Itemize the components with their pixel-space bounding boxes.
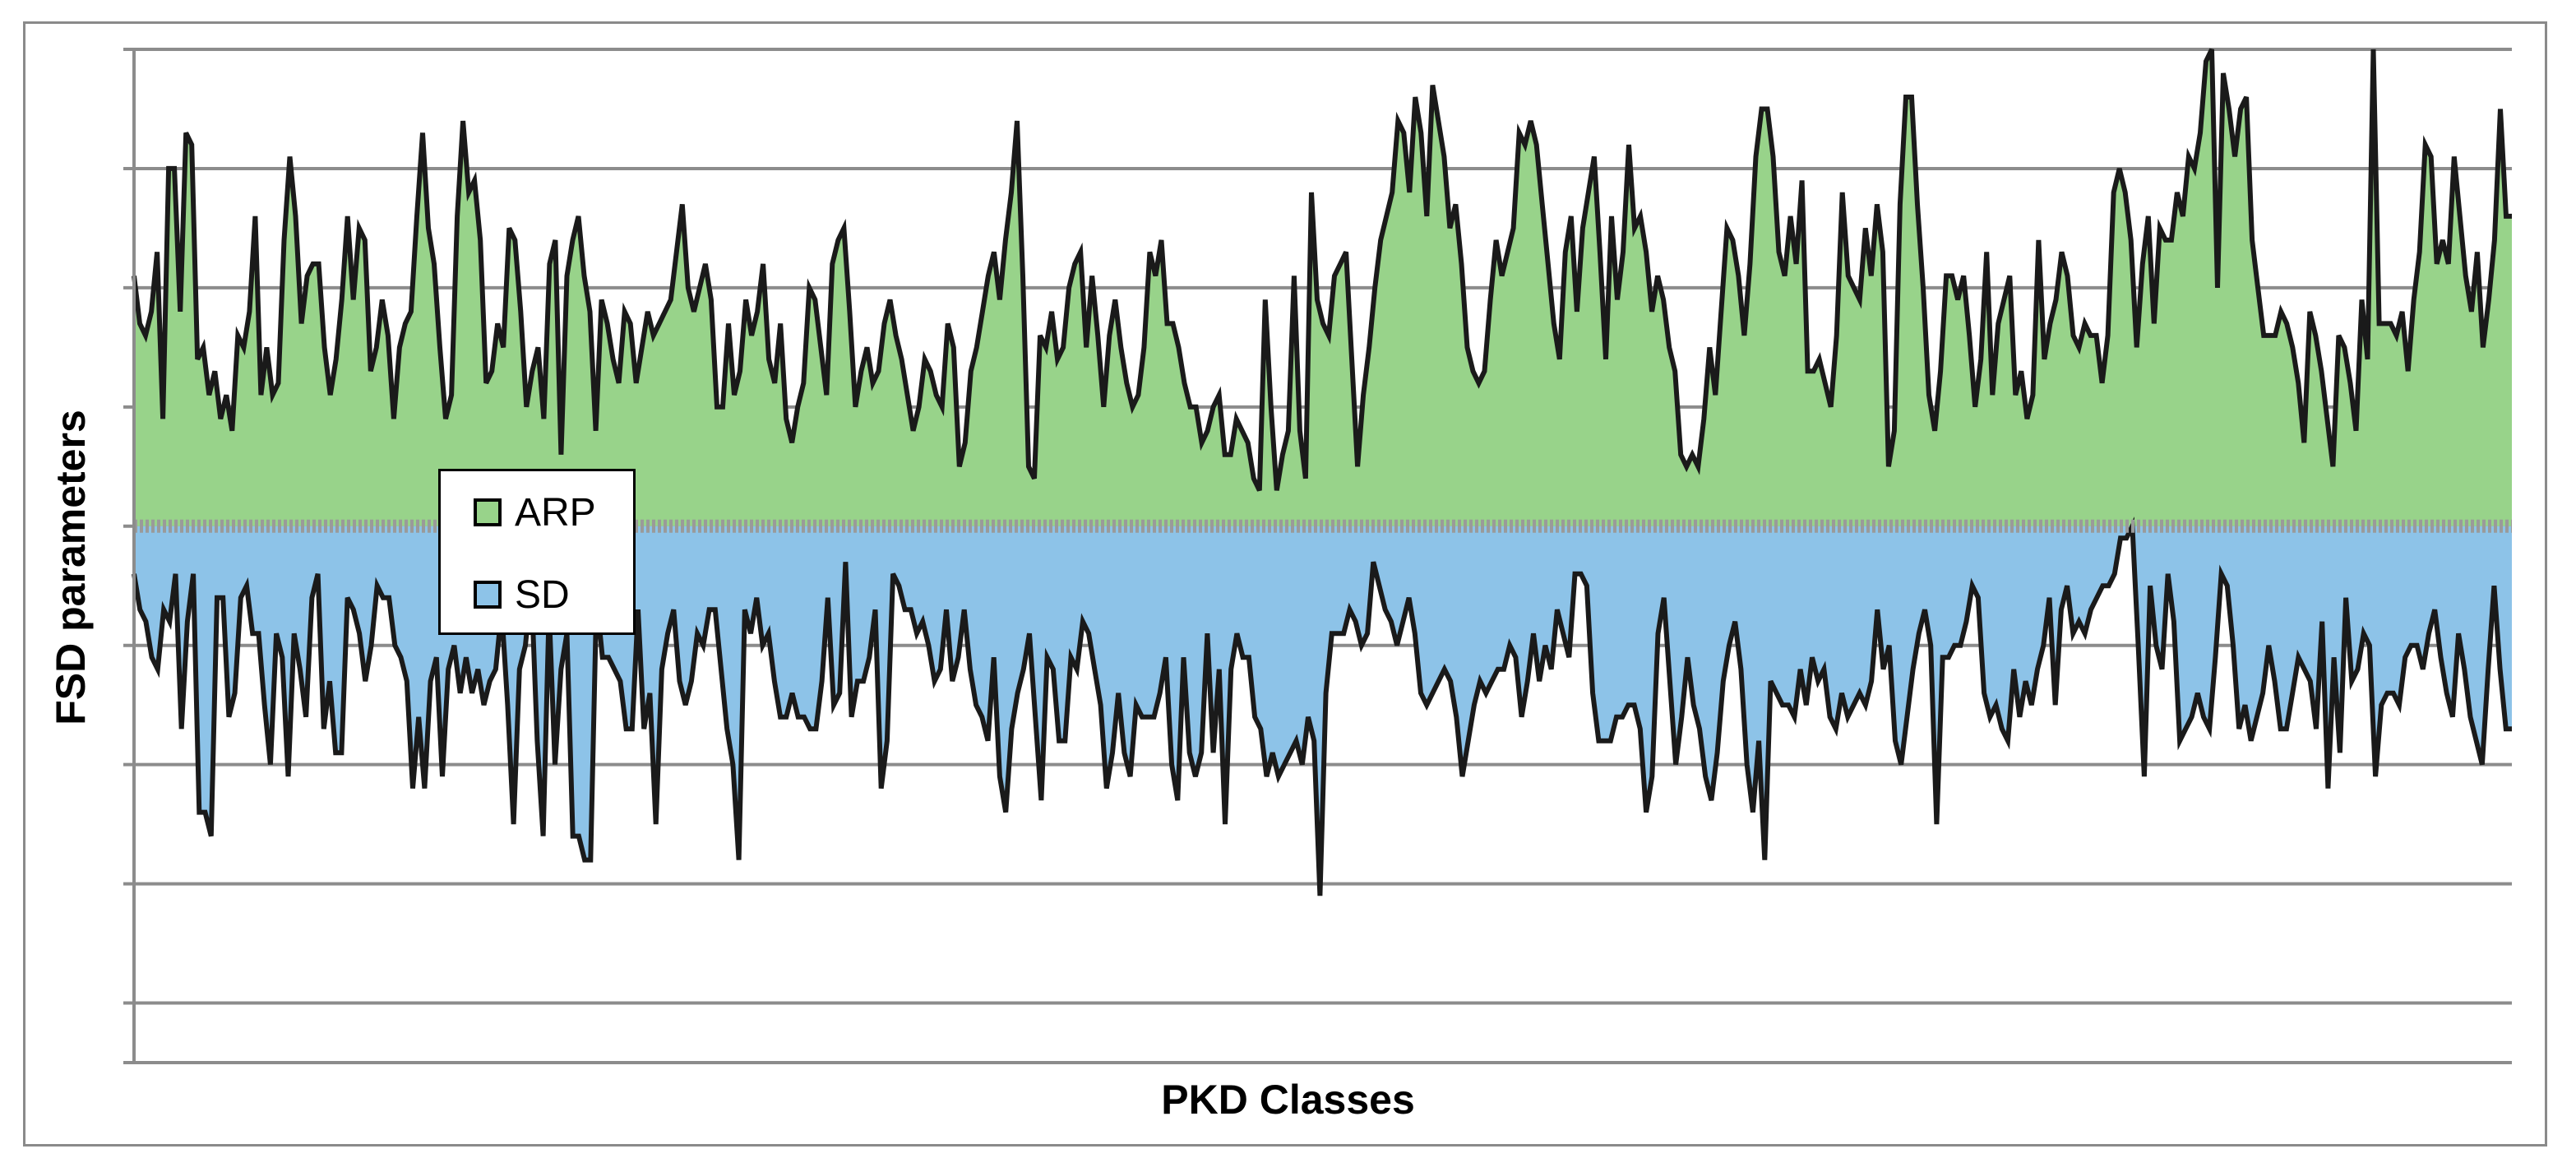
legend-swatch-sd [474, 581, 502, 609]
legend-item-arp: ARP [474, 488, 596, 537]
axes [123, 49, 2512, 1064]
legend-swatch-arp [474, 498, 502, 526]
y-axis-label: FSD parameters [48, 410, 94, 725]
legend-item-sd: SD [474, 570, 570, 619]
legend-label-sd: SD [515, 572, 570, 617]
series-area-arp [134, 49, 2512, 526]
x-axis-label: PKD Classes [1161, 1077, 1415, 1123]
series-line-arp [132, 48, 2512, 492]
legend: ARP SD [438, 469, 636, 635]
legend-label-arp: ARP [515, 490, 596, 535]
